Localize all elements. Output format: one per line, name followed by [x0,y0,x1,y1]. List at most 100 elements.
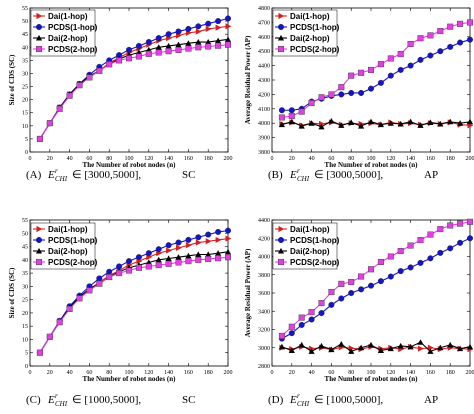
data-point [348,72,355,79]
caption-symbol: E [289,394,297,406]
chart-panel-c: 0 20 40 60 80 100 120 140 160 180 200 0 5 10 15 20 25 30 3… [8,218,233,408]
data-point [387,55,394,62]
caption-suffix: SC [182,169,195,181]
legend-marker [36,236,43,243]
data-point [66,305,73,312]
data-point [215,37,222,44]
data-point [318,94,325,101]
data-point [387,72,394,79]
data-point [288,118,295,125]
data-point [205,25,212,33]
caption-suffix: SC [182,394,195,406]
x-tick-label: 160 [184,156,193,162]
data-point [278,107,285,114]
data-point [387,253,394,260]
data-point [288,347,295,354]
y-tick-label: 3400 [258,309,270,315]
data-point [224,227,231,234]
data-point [377,278,384,285]
data-point [116,263,123,270]
y-tick-label: 20 [22,311,28,317]
legend-marker [278,259,285,266]
data-point [224,36,232,42]
y-tick-label: 35 [22,58,28,64]
y-tick-label: 15 [22,111,28,117]
y-tick-label: 40 [22,45,28,51]
data-point [377,79,384,86]
data-point [76,295,83,302]
data-point [116,57,123,64]
data-point [417,35,424,42]
x-tick-label: 200 [224,156,233,162]
caption-subscript: CHI [55,400,68,408]
x-tick-label: 160 [184,370,193,376]
y-tick-label: 4200 [258,92,270,98]
x-axis-label: The Number of robot nodes (n) [83,375,177,383]
data-point [298,341,305,348]
y-axis-label: Size of CDS (SC) [8,267,16,318]
x-tick-label: 80 [106,370,112,376]
data-point [225,23,232,30]
legend-label: Dai(1-hop) [290,12,330,21]
x-tick-label: 120 [386,156,395,162]
data-point [437,48,444,55]
legend-marker [36,24,43,31]
data-point [205,251,212,258]
caption-prefix: (D) [268,394,284,406]
data-point [466,343,474,350]
legend-label: Dai(1-hop) [48,12,88,21]
caption-symbol: E [47,394,55,406]
data-point [318,310,325,317]
y-tick-label: 4800 [258,6,270,12]
data-point [457,220,464,227]
data-point [215,228,222,235]
data-point [125,46,132,53]
data-point [145,50,152,57]
y-tick-label: 45 [22,32,28,38]
data-point [358,344,365,351]
x-tick-label: 100 [125,370,134,376]
legend-label: Dai(1-hop) [290,225,330,234]
x-tick-label: 100 [125,156,134,162]
data-point [328,289,335,296]
legend-label: PCDS(1-hop) [48,236,98,245]
data-point [155,35,162,42]
data-point [116,270,123,277]
x-tick-label: 200 [224,370,233,376]
series-pcds-2-hop- [36,41,231,142]
legend-label: Dai(2-hop) [48,247,88,256]
data-point [387,345,394,352]
data-point [224,248,232,255]
data-point [215,250,222,256]
data-point [417,122,424,128]
legend-label: PCDS(2-hop) [290,258,340,267]
data-point [318,120,325,127]
data-point [368,266,375,273]
legend-label: PCDS(1-hop) [290,236,340,245]
y-tick-label: 50 [22,19,28,25]
data-point [125,258,132,265]
data-point [397,248,404,255]
data-point [106,61,113,68]
data-point [407,41,414,48]
y-tick-label: 4400 [258,64,270,70]
data-point [447,341,454,348]
data-point [308,316,315,323]
caption-prefix: (C) [26,394,41,406]
y-tick-label: 30 [22,71,28,77]
y-tick-label: 4200 [258,236,270,242]
data-point [215,236,222,243]
data-point [467,36,474,43]
data-point [185,242,192,249]
data-point [457,20,464,27]
data-point [397,120,404,127]
data-point [397,51,404,58]
data-point [417,259,424,266]
legend: Dai(1-hop) PCDS(1-hop) Dai(2-hop) PCDS(2-ho… [30,9,98,57]
legend: Dai(1-hop) PCDS(1-hop) Dai(2-hop) PCDS(2-ho… [272,9,340,57]
x-tick-label: 0 [271,370,274,376]
data-point [205,256,212,263]
